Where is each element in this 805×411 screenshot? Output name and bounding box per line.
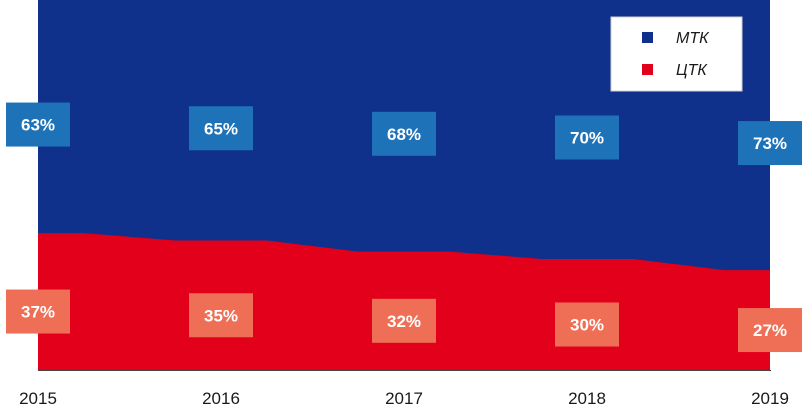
legend-label-ctk: ЦТК: [676, 62, 708, 79]
data-label-ctk-box: [6, 289, 70, 334]
data-label-ctk-box: [738, 308, 802, 353]
legend-swatch-ctk: [642, 64, 653, 75]
data-label-mtk: 65%: [189, 106, 253, 151]
data-label-mtk-text: 68%: [387, 125, 421, 144]
legend-swatch-mtk: [642, 32, 653, 43]
data-label-mtk-box: [555, 115, 619, 160]
data-label-mtk-box: [738, 121, 802, 166]
data-label-ctk: 27%: [738, 308, 802, 353]
data-label-ctk: 32%: [372, 298, 436, 343]
data-label-ctk-text: 37%: [21, 303, 55, 322]
data-label-ctk-text: 32%: [387, 312, 421, 331]
data-label-ctk: 35%: [189, 293, 253, 338]
data-label-mtk-box: [372, 111, 436, 156]
data-label-mtk: 63%: [6, 102, 70, 147]
legend-box: [610, 16, 743, 92]
data-label-mtk-text: 65%: [204, 119, 238, 138]
x-tick-label: 2018: [568, 389, 606, 408]
data-label-ctk-text: 30%: [570, 316, 604, 335]
data-label-ctk-text: 35%: [204, 306, 238, 325]
data-label-mtk-text: 70%: [570, 129, 604, 148]
x-tick-labels: 2015 2016 2017 2018 2019: [19, 389, 789, 408]
data-label-mtk: 70%: [555, 115, 619, 160]
data-label-mtk-box: [6, 102, 70, 147]
legend: МТК ЦТК: [610, 16, 743, 92]
data-label-mtk-text: 63%: [21, 116, 55, 135]
data-label-ctk-text: 27%: [753, 321, 787, 340]
data-labels: 37% 63% 35% 65% 32% 68% 30% 70% 27% 73%: [6, 102, 802, 353]
x-tick-label: 2015: [19, 389, 57, 408]
data-label-mtk: 68%: [372, 111, 436, 156]
data-label-ctk: 37%: [6, 289, 70, 334]
data-label-ctk: 30%: [555, 302, 619, 347]
data-label-ctk-box: [189, 293, 253, 338]
data-label-mtk-box: [189, 106, 253, 151]
data-label-ctk-box: [372, 298, 436, 343]
data-label-mtk: 73%: [738, 121, 802, 166]
x-tick-label: 2019: [751, 389, 789, 408]
x-tick-label: 2017: [385, 389, 423, 408]
x-tick-label: 2016: [202, 389, 240, 408]
data-label-ctk-box: [555, 302, 619, 347]
data-label-mtk-text: 73%: [753, 134, 787, 153]
legend-label-mtk: МТК: [676, 30, 710, 47]
